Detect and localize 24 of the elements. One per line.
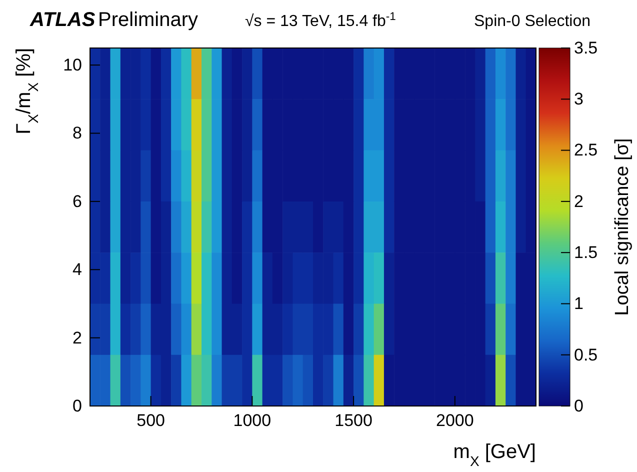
y-tick-label: 8 [72,124,82,143]
y-tick-label: 2 [72,328,82,348]
color-bar-label: 3 [574,90,584,109]
color-bar-title: Local significance [σ] [612,138,633,316]
text: √s = 13 TeV, 15.4 fb$^{-1}$ [245,11,396,30]
color-bar-label: 1 [574,294,584,314]
x-tick-label: 500 [136,411,166,430]
text: Preliminary [98,9,198,31]
color-bar-label: 0.5 [574,345,598,364]
y-tick-label: 0 [72,396,82,416]
x-tick-label: 1500 [334,411,372,430]
y-tick-label: 10 [63,55,82,74]
x-tick-label: 2000 [436,411,474,430]
x-axis-title: m$_{X}$ [GeV] [453,441,536,469]
text: Spin-0 Selection [474,13,591,30]
color-bar-label: 2 [574,192,584,211]
x-tick-label: 1000 [233,411,272,430]
color-bar-label: 0 [574,396,584,416]
y-tick-label: 6 [72,192,82,211]
y-tick-label: 4 [72,260,82,280]
color-bar-label: 2.5 [574,140,598,160]
color-bar-label: 1.5 [574,243,598,262]
text: ATLAS [29,9,96,31]
color-bar-label: 3.5 [574,38,598,58]
